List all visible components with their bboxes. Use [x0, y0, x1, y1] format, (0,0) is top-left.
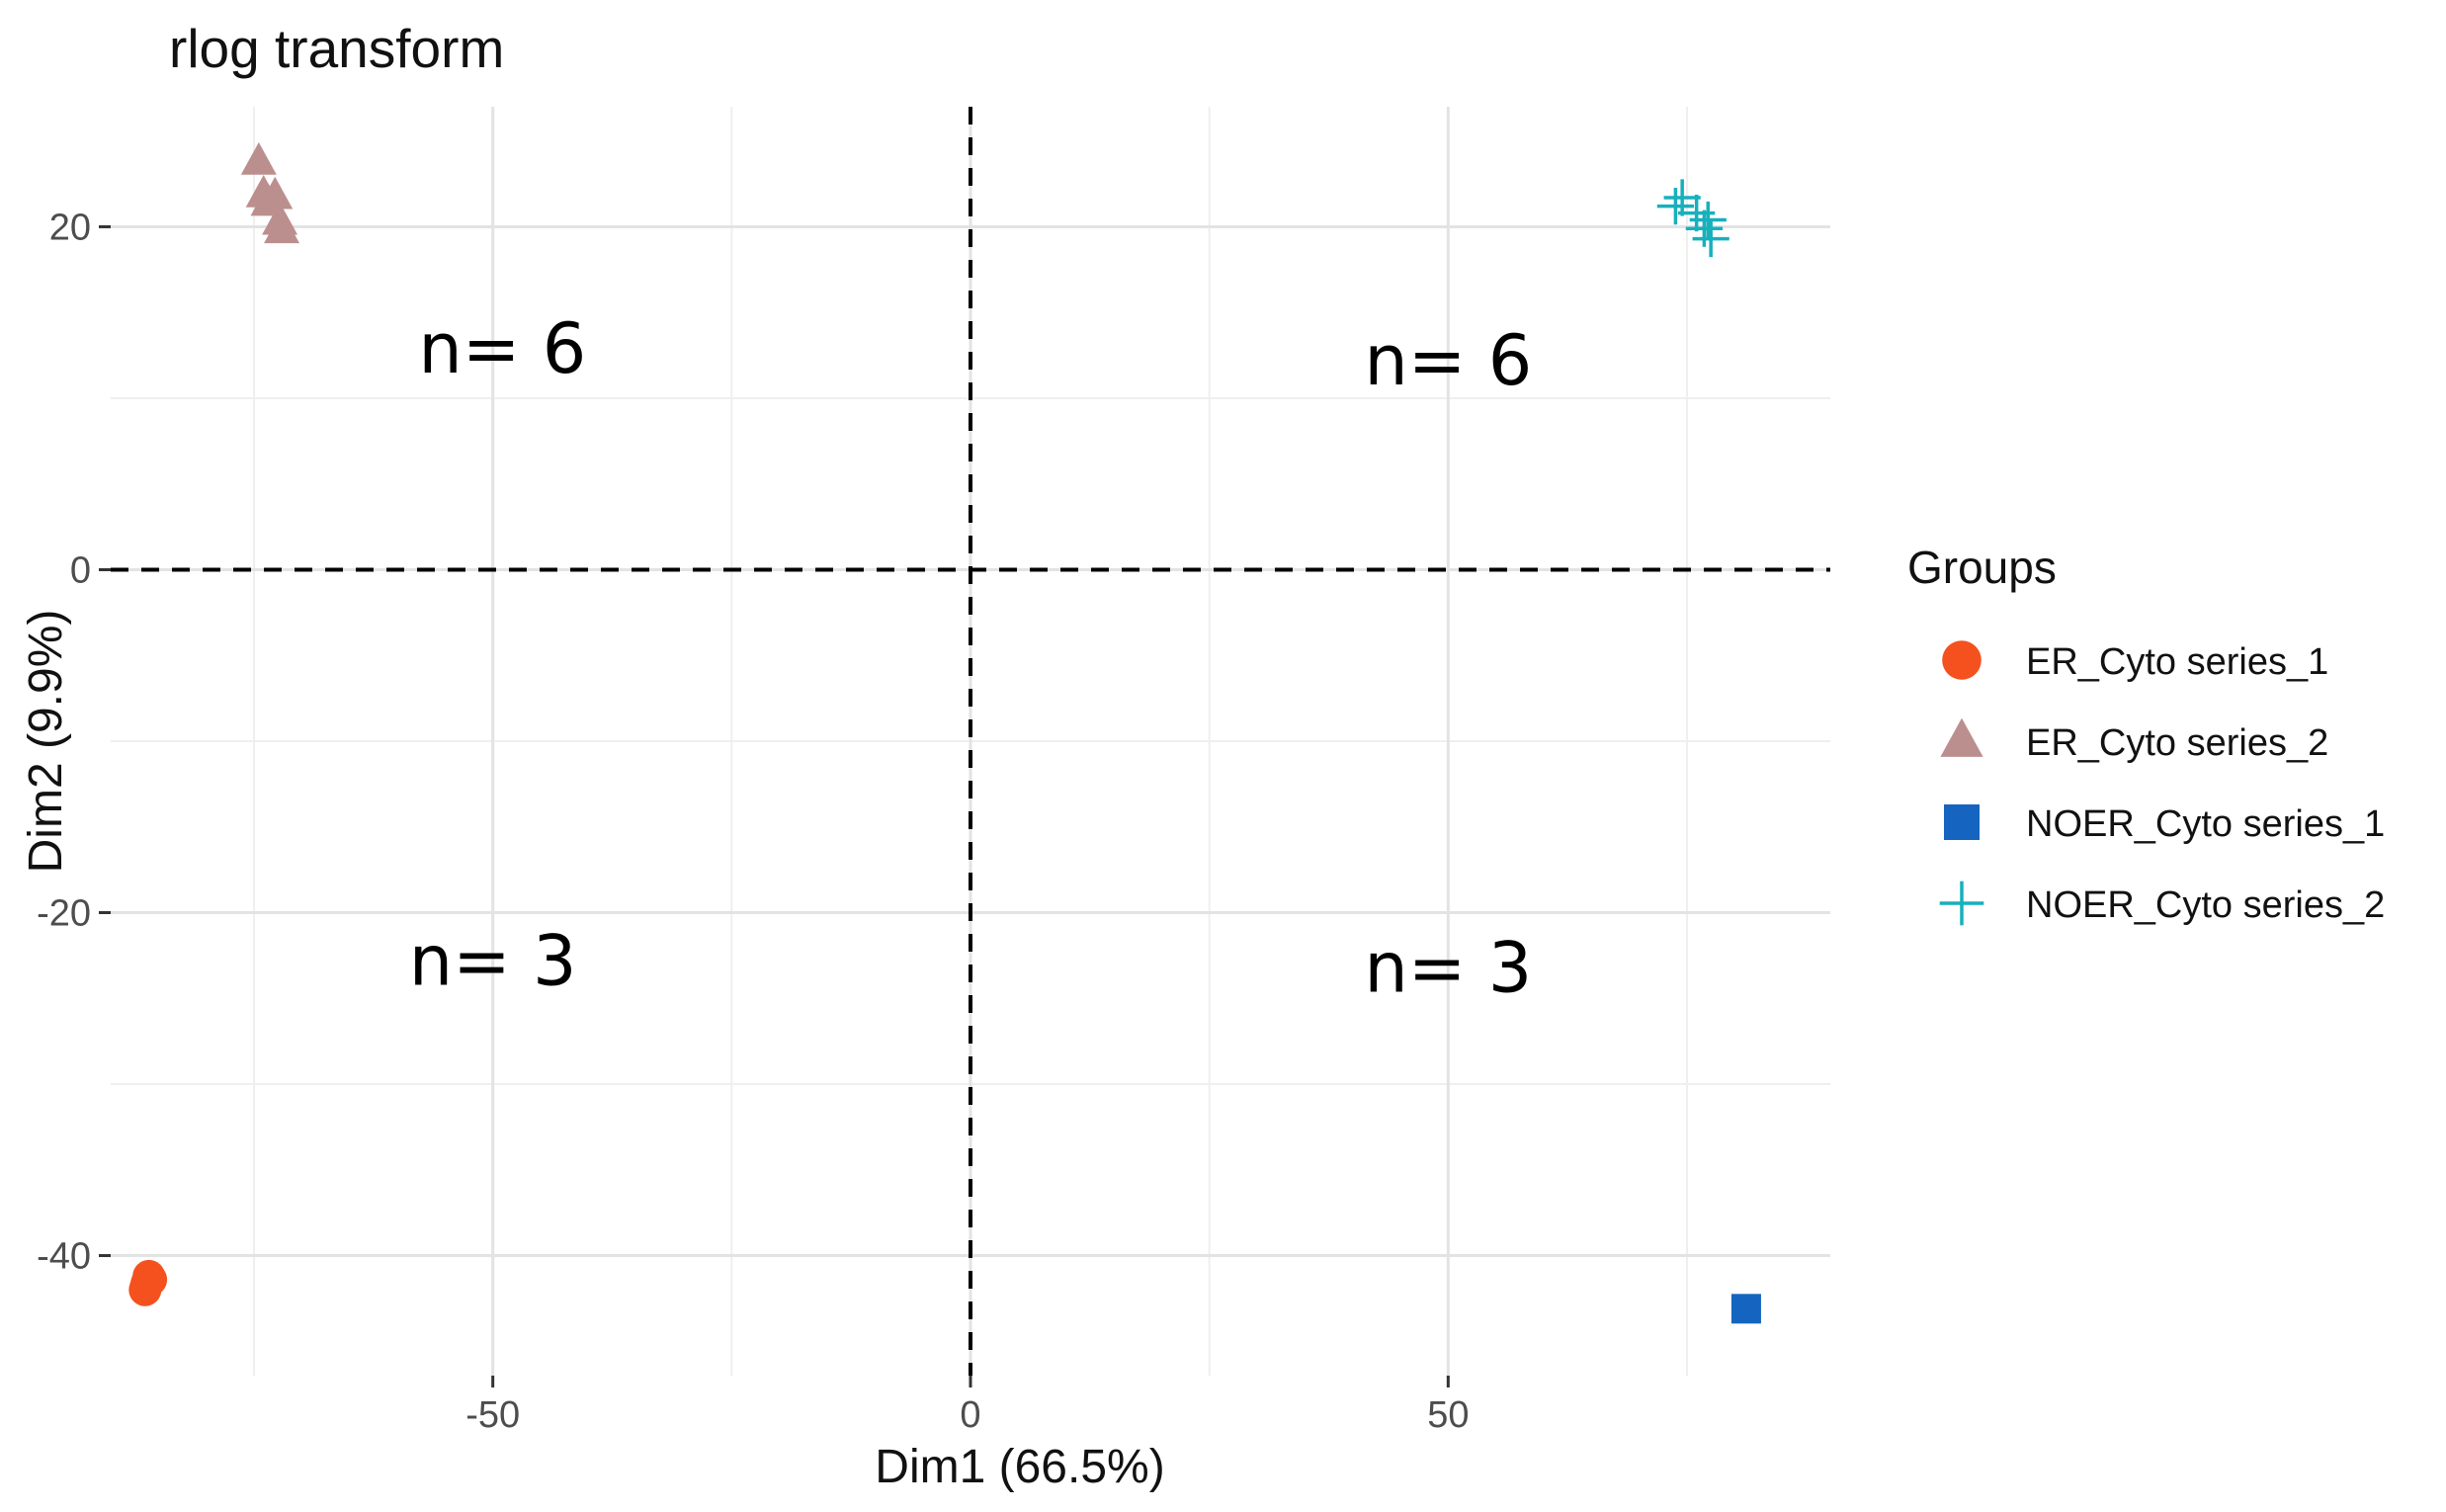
- x-tick-label: 50: [1427, 1394, 1469, 1436]
- point-series-2: [264, 210, 300, 244]
- chart-title: rlog transform: [169, 18, 504, 79]
- x-axis: -50 0 50: [465, 1376, 1469, 1436]
- reference-lines: [111, 107, 1830, 1376]
- y-axis: -40 -20 0 20: [37, 207, 111, 1278]
- annotation-label: n= 6: [1364, 320, 1532, 401]
- point-series-4: [1656, 188, 1694, 225]
- y-tick-label: -20: [37, 893, 91, 935]
- x-axis-title: Dim1 (66.5%): [875, 1441, 1164, 1493]
- legend-label-4: NOER_Cyto series_2: [2026, 884, 2385, 926]
- legend-key-1: [1942, 640, 1982, 680]
- annotation-label: n= 6: [418, 308, 586, 389]
- point-series-4: [1663, 179, 1701, 216]
- annotation-label: n= 3: [1364, 927, 1532, 1008]
- annotation-label: n= 3: [409, 920, 577, 1001]
- point-series-4: [1685, 210, 1723, 247]
- annotations: n= 6 n= 6 n= 3 n= 3: [409, 308, 1532, 1008]
- legend-key-2: [1940, 717, 1983, 757]
- legend-key-3: [1944, 804, 1980, 840]
- point-series-1: [129, 1270, 163, 1303]
- legend-label-3: NOER_Cyto series_1: [2026, 803, 2385, 845]
- y-axis-title: Dim2 (9.9%): [20, 610, 72, 874]
- point-series-4: [1692, 220, 1729, 258]
- y-tick-label: -40: [37, 1236, 91, 1278]
- point-series-4: [1689, 201, 1727, 239]
- legend-label-1: ER_Cyto series_1: [2026, 641, 2328, 683]
- point-series-2: [240, 141, 277, 175]
- point-series-2: [257, 176, 294, 210]
- data-points: [128, 141, 1761, 1324]
- legend: Groups ER_Cyto series_1 ER_Cyto series_2 N…: [1907, 542, 2385, 926]
- legend-title: Groups: [1907, 542, 2057, 593]
- x-tick-label: 0: [960, 1394, 980, 1436]
- legend-label-2: ER_Cyto series_2: [2026, 722, 2328, 764]
- legend-key-4: [1939, 881, 1984, 926]
- y-tick-label: 20: [49, 207, 91, 248]
- x-tick-label: -50: [465, 1394, 520, 1436]
- point-series-3: [1730, 1294, 1761, 1324]
- y-tick-label: 0: [70, 549, 91, 591]
